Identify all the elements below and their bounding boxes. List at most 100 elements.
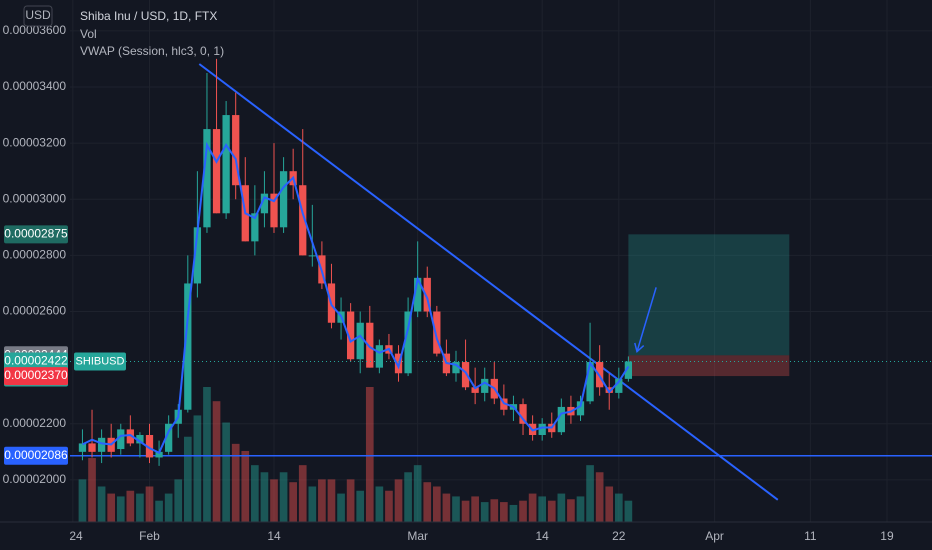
candle-body (88, 443, 96, 452)
y-tick-label: 0.00003600 (3, 23, 67, 37)
volume-bar (155, 500, 163, 522)
volume-bar (164, 493, 173, 522)
x-tick-label: Mar (407, 529, 428, 543)
volume-bar (116, 496, 125, 522)
volume-bar (567, 499, 575, 522)
volume-bar (78, 479, 87, 522)
symbol-tag (74, 352, 126, 371)
candle-body (624, 361, 633, 379)
candle-body (576, 401, 585, 416)
volume-bar (298, 465, 307, 522)
volume-bar (356, 490, 365, 522)
y-tick-label: 0.00002200 (3, 416, 67, 430)
indicator-label: Vol (80, 27, 97, 41)
candle-body (155, 451, 163, 458)
y-tick-label: 0.00003400 (3, 79, 67, 93)
candle-body (346, 311, 355, 360)
volume-bar (624, 500, 633, 522)
volume-bar (461, 500, 470, 522)
candle-body (433, 311, 441, 354)
volume-bar (136, 493, 144, 522)
volume-bar (145, 486, 154, 522)
volume-bar (595, 472, 604, 522)
volume-bar (480, 502, 489, 522)
candle-body (117, 429, 125, 450)
price-marker-label: 0.00002875 (4, 227, 68, 241)
volume-bar (203, 387, 211, 522)
price-marker (4, 446, 68, 465)
candle-body (193, 227, 202, 284)
y-tick-label: 0.00002800 (3, 248, 67, 262)
chart-title: Shiba Inu / USD, 1D, FTX (80, 9, 217, 23)
candle-body (481, 378, 489, 393)
volume-bar (222, 422, 230, 522)
price-marker (4, 225, 68, 244)
volume-bar (490, 499, 499, 522)
candle-body (452, 362, 460, 374)
candle-body (366, 322, 374, 368)
y-tick-label: 0.00003000 (3, 191, 67, 205)
price-marker (4, 367, 68, 386)
candle-body (404, 311, 412, 374)
candle-body (184, 283, 192, 410)
candle-body (97, 437, 106, 452)
candle-body (299, 185, 307, 256)
candle-body (615, 378, 623, 393)
volume-bar (404, 472, 412, 522)
volume-bar (528, 493, 537, 522)
trendline (198, 63, 779, 501)
price-marker-label: 0.00002370 (4, 368, 68, 382)
candle-body (519, 404, 527, 424)
candle-body (126, 429, 134, 444)
candle-body (145, 435, 154, 458)
volume-bar (385, 490, 393, 522)
currency-box[interactable] (23, 5, 53, 27)
volume-bar (231, 443, 240, 522)
vwap-line (82, 141, 630, 455)
volume-bar (500, 502, 508, 522)
volume-bar (394, 479, 403, 522)
currency[interactable]: USD (25, 8, 51, 22)
candle-body (308, 255, 316, 257)
volume-bar (183, 436, 192, 522)
volume-bar (423, 482, 432, 522)
volume-bar (260, 472, 269, 522)
volume-bar (279, 472, 288, 522)
candle-body (78, 443, 87, 452)
volume-bar (547, 500, 556, 522)
volume-bar (88, 458, 96, 522)
volume-bar (614, 493, 623, 522)
position-profit-zone (628, 234, 790, 356)
volume-bar (442, 493, 451, 522)
candle-body (375, 345, 384, 368)
volume-bar (337, 493, 345, 522)
x-tick-label: Apr (705, 529, 724, 543)
volume-bar (452, 496, 460, 522)
volume-bar (375, 486, 384, 522)
arrow (636, 287, 657, 352)
volume-bar (308, 486, 317, 522)
volume-bar (97, 486, 106, 522)
x-tick-label: 11 (804, 529, 817, 543)
volume-bar (432, 486, 441, 522)
x-tick-label: 19 (880, 529, 894, 543)
volume-bar (576, 496, 585, 522)
volume-bar (212, 401, 221, 522)
symbol-tag-label: SHIBUSD (76, 355, 125, 367)
candle-body (605, 387, 613, 393)
candle-body (251, 213, 259, 242)
candle-body (203, 129, 211, 228)
candle-body (586, 362, 594, 402)
candle-body (557, 406, 565, 433)
y-tick-label: 0.00002000 (3, 472, 67, 486)
price-marker-label: 0.00002422 (4, 354, 68, 368)
candle-body (423, 277, 431, 312)
candle-body (222, 115, 230, 214)
candle-body (471, 387, 479, 393)
volume-bar (519, 500, 527, 522)
candle-body (414, 277, 422, 312)
position-loss-zone (628, 355, 790, 377)
